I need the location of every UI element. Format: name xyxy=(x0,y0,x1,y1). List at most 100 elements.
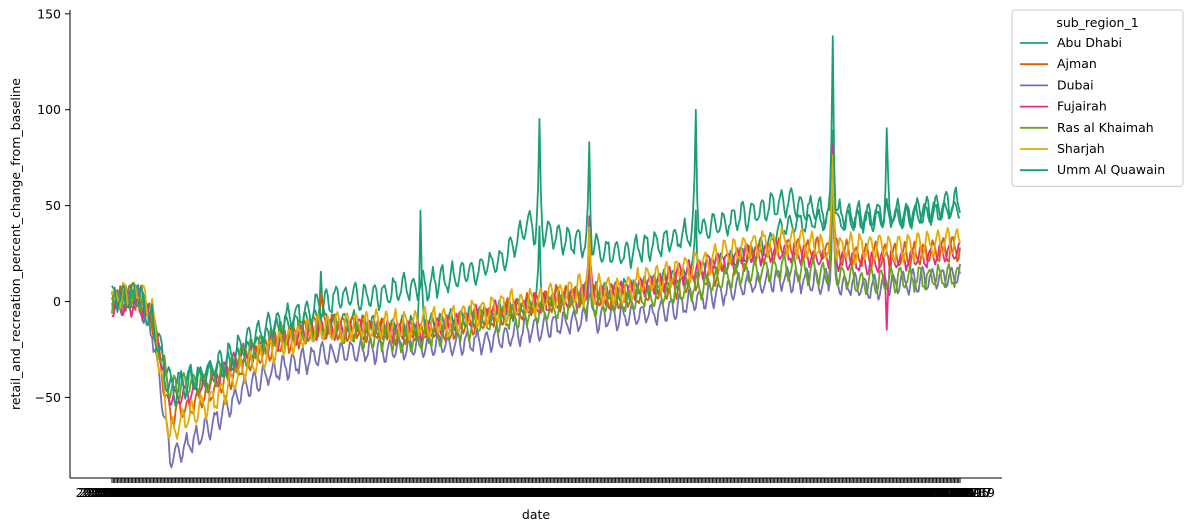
x-tick-label: 2021-10-09 xyxy=(909,485,982,500)
x-tick-label: 2021-07-27 xyxy=(806,485,879,500)
x-tick-label: 2020-05-11 xyxy=(195,485,268,500)
x-tick-label: 2020-04-03 xyxy=(142,485,215,500)
x-tick-label: 2021-02-05 xyxy=(568,485,641,500)
axes-layer: −50 0 50 100 150 2020-02-152020-02-172020-02… xyxy=(35,6,1002,500)
x-tick-label: 2021-06-11 xyxy=(742,485,815,500)
x-tick-label: 2021-07-29 xyxy=(809,485,882,500)
x-tick-label: 2020-03-08 xyxy=(106,485,179,500)
x-tick-label: 2021-06-17 xyxy=(751,485,824,500)
x-tick-label: 2020-04-17 xyxy=(161,485,234,500)
x-tick-label: 2021-05-24 xyxy=(718,485,791,500)
x-tick-label: 2021-05-04 xyxy=(690,485,763,500)
x-tick-label: 2021-05-30 xyxy=(726,485,799,500)
x-tick-label: 2021-04-20 xyxy=(671,485,744,500)
x-tick-label: 2020-03-14 xyxy=(114,485,187,500)
x-tick-label: 2020-06-24 xyxy=(255,485,328,500)
legend-items: Abu Dhabi Ajman Dubai Fujairah Ras al Khaima… xyxy=(1020,35,1165,177)
x-tick-label: 2020-04-09 xyxy=(150,485,223,500)
x-tick-label: 2020-11-21 xyxy=(463,485,536,500)
x-tick-label: 2021-09-13 xyxy=(873,485,946,500)
x-tick-label: 2021-09-07 xyxy=(864,485,937,500)
x-tick-label: 2021-08-22 xyxy=(842,485,915,500)
x-tick-label: 2020-04-23 xyxy=(170,485,243,500)
x-tick-label: 2020-05-03 xyxy=(184,485,257,500)
x-tick-label: 2020-07-10 xyxy=(278,485,351,500)
x-tick-label: 2020-11-17 xyxy=(457,485,530,500)
x-tick-label: 2020-10-22 xyxy=(422,485,495,500)
x-tick-label: 2020-12-23 xyxy=(507,485,580,500)
legend-label: Abu Dhabi xyxy=(1057,35,1122,50)
x-tick-label: 2020-04-27 xyxy=(175,485,248,500)
x-tick-label: 2021-06-29 xyxy=(767,485,840,500)
x-tick-label: 2020-08-13 xyxy=(325,485,398,500)
x-tick-label: 2021-01-16 xyxy=(540,485,613,500)
x-tick-label: 2020-04-29 xyxy=(178,485,251,500)
x-tick-label: 2021-08-06 xyxy=(820,485,893,500)
x-tick-label: 2021-01-26 xyxy=(554,485,627,500)
x-tick-label: 2021-09-15 xyxy=(875,485,948,500)
x-tick-label: 2020-12-09 xyxy=(488,485,561,500)
x-tick-label: 2021-02-09 xyxy=(574,485,647,500)
x-tick-label: 2021-09-01 xyxy=(856,485,929,500)
x-tick-label: 2020-02-25 xyxy=(89,485,162,500)
x-tick-label: 2021-02-15 xyxy=(582,485,655,500)
x-tick-label: 2020-09-24 xyxy=(383,485,456,500)
x-tick-label: 2020-11-19 xyxy=(460,485,533,500)
x-tick-label: 2020-06-04 xyxy=(228,485,301,500)
x-tick-label: 2021-07-05 xyxy=(776,485,849,500)
x-tick-label: 2021-02-21 xyxy=(590,485,663,500)
x-tick-label: 2021-08-12 xyxy=(828,485,901,500)
x-tick-label: 2020-12-13 xyxy=(493,485,566,500)
series-line-ras-al-khaimah xyxy=(111,175,961,400)
x-tick-label: 2020-10-12 xyxy=(408,485,481,500)
x-tick-label: 2020-08-21 xyxy=(336,485,409,500)
x-tick-label: 2021-10-15 xyxy=(917,485,990,500)
x-tick-label: 2020-08-15 xyxy=(327,485,400,500)
x-tick-label: 2021-01-18 xyxy=(543,485,616,500)
x-tick-label: 2020-05-31 xyxy=(222,485,295,500)
x-tick-label: 2020-08-07 xyxy=(316,485,389,500)
x-tick-label: 2021-08-02 xyxy=(814,485,887,500)
x-tick-label: 2020-11-03 xyxy=(438,485,511,500)
x-tick-label: 2020-03-02 xyxy=(98,485,171,500)
x-tick-label: 2021-01-08 xyxy=(529,485,602,500)
x-tick-label: 2020-06-30 xyxy=(264,485,337,500)
legend-box xyxy=(1011,9,1184,187)
x-tick-label: 2020-03-26 xyxy=(131,485,204,500)
x-tick-label: 2020-08-17 xyxy=(330,485,403,500)
x-tick-label: 2021-06-13 xyxy=(745,485,818,500)
x-tick-label: 2021-06-21 xyxy=(756,485,829,500)
x-tick-label: 2020-09-26 xyxy=(386,485,459,500)
x-tick-label: 2020-10-30 xyxy=(433,485,506,500)
x-tick-label: 2020-10-24 xyxy=(424,485,497,500)
x-tick-label: 2021-03-07 xyxy=(610,485,683,500)
x-tick-label: 2020-08-25 xyxy=(341,485,414,500)
x-tick-label: 2020-10-26 xyxy=(427,485,500,500)
x-tick-label: 2021-09-25 xyxy=(889,485,962,500)
x-tick-label: 2020-09-30 xyxy=(391,485,464,500)
x-tick-label: 2020-06-08 xyxy=(233,485,306,500)
x-tick-label: 2020-08-11 xyxy=(322,485,395,500)
x-tick-label: 2020-02-27 xyxy=(92,485,165,500)
x-tick-label: 2020-08-09 xyxy=(319,485,392,500)
x-tick-label: 2020-11-23 xyxy=(466,485,539,500)
x-tick-label: 2020-11-11 xyxy=(449,485,522,500)
x-tick-label: 2020-09-10 xyxy=(363,485,436,500)
x-tick-label: 2020-12-11 xyxy=(491,485,564,500)
x-tick-label: 2021-01-06 xyxy=(527,485,600,500)
x-tick-label: 2021-04-24 xyxy=(676,485,749,500)
x-tick-label: 2020-07-02 xyxy=(267,485,340,500)
x-tick-label: 2021-09-17 xyxy=(878,485,951,500)
x-tick-label: 2020-05-29 xyxy=(220,485,293,500)
x-tick-label: 2020-11-07 xyxy=(444,485,517,500)
x-tick-label: 2021-09-27 xyxy=(892,485,965,500)
x-tick-label: 2021-05-12 xyxy=(701,485,774,500)
x-tick-label: 2021-06-27 xyxy=(765,485,838,500)
series-layer xyxy=(111,35,961,469)
x-tick-label: 2021-05-08 xyxy=(695,485,768,500)
x-tick-label: 2021-03-15 xyxy=(621,485,694,500)
x-tick-label: 2021-08-08 xyxy=(823,485,896,500)
x-tick-label: 2021-01-22 xyxy=(549,485,622,500)
x-tick-label: 2020-07-18 xyxy=(289,485,362,500)
